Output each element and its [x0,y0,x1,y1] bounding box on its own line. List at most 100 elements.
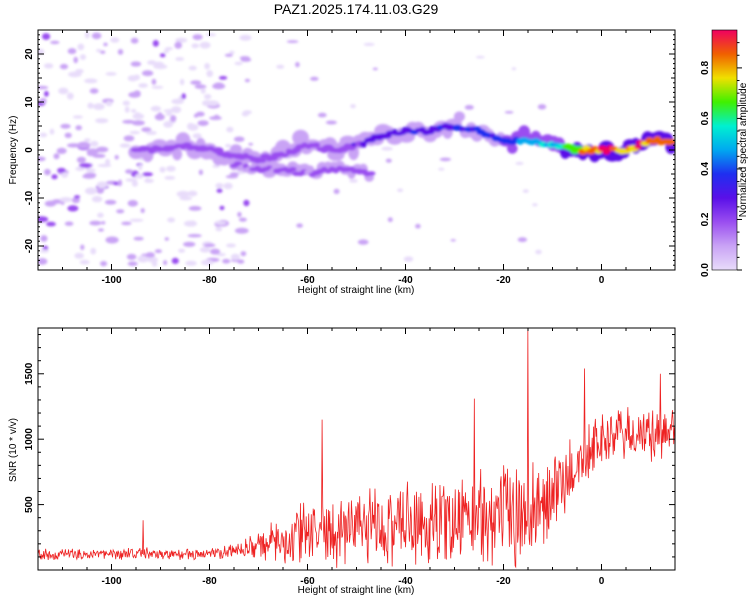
spectrogram-heatmap [38,31,675,267]
noise-cell [179,196,193,201]
noise-cell [91,195,103,203]
noise-cell [104,199,117,205]
noise-cell [183,220,198,227]
ridge-halo [453,111,465,122]
noise-cell [100,50,106,54]
noise-cell [179,78,185,86]
noise-cell [75,69,84,74]
noise-cell [151,78,157,85]
noise-cell [154,113,165,121]
noise-cell [38,48,45,55]
ridge-cell [359,141,367,148]
noise-cell [224,53,233,57]
noise-cell [202,100,212,107]
noise-cell [130,37,139,44]
noise-cell [85,187,98,195]
noise-cell [403,256,414,262]
noise-cell [349,179,358,183]
y-tick-label: 1000 [24,428,35,451]
noise-cell [89,220,102,226]
noise-cell [286,40,299,43]
noise-cell [117,49,124,55]
noise-cell [178,248,186,253]
noise-cell [38,85,49,90]
colorbar-tick-label: 0.4 [700,162,711,176]
noise-cell [122,100,130,106]
noise-cell [60,123,71,129]
noise-cell [206,70,213,78]
noise-cell [188,206,202,211]
y-tick-label: 10 [24,96,35,108]
snr-y-ticks: 500 1000 1500 [24,334,675,571]
noise-cell [133,74,140,81]
noise-cell [171,257,179,264]
colorbar-tick-label: 0.8 [700,61,711,75]
noise-cell [67,205,79,212]
noise-cell [105,158,111,166]
noise-cell [44,90,49,97]
noise-cell [212,164,220,168]
noise-cell [181,93,186,100]
noise-cell [85,31,90,39]
noise-cell [59,63,69,70]
noise-cell [75,166,85,171]
noise-cell [226,243,236,248]
noise-cell [475,55,485,59]
noise-cell [171,106,182,114]
noise-cell [56,147,67,154]
noise-cell [64,132,72,138]
noise-cell [167,217,176,223]
x-tick-label: -100 [101,275,121,286]
ridge-cell [281,153,289,158]
noise-cell [46,221,56,227]
noise-cell [64,221,74,226]
noise-cell [415,223,421,229]
noise-cell [144,178,154,183]
noise-cell [43,63,54,69]
y-tick-label: 20 [24,48,35,60]
noise-cell [198,169,203,176]
noise-cell [170,115,177,122]
noise-cell [240,251,247,257]
noise-cell [357,239,369,245]
noise-cell [74,252,84,259]
noise-cell [126,253,137,260]
noise-cell [140,208,145,214]
noise-cell [522,189,529,193]
noise-cell [86,152,97,157]
colorbar-tick-label: 0.6 [700,111,711,125]
x-tick-label: -40 [398,576,413,587]
noise-cell [117,179,123,187]
ridge-cell [256,158,267,163]
noise-cell [215,183,224,189]
noise-cell [213,114,220,120]
x-tick-label: -80 [202,275,217,286]
noise-cell [137,255,149,263]
noise-cell [504,111,514,114]
noise-cell [325,120,337,125]
noise-cell [191,43,199,49]
colorbar-gradient [711,29,738,271]
noise-cell [234,227,249,234]
noise-cell [142,172,153,177]
noise-cell [67,48,77,55]
x-tick-label: -60 [300,576,315,587]
noise-cell [145,253,156,258]
noise-cell [103,42,108,47]
noise-cell [276,64,285,69]
x-tick-label: 0 [599,576,605,587]
noise-cell [175,37,188,43]
noise-cell [105,100,113,107]
noise-cell [241,111,249,117]
noise-cell [239,34,252,41]
noise-cell [187,123,199,131]
noise-cell [50,40,60,45]
noise-cell [95,118,109,124]
noise-cell [244,78,250,83]
noise-cell [44,168,51,176]
noise-cell [205,33,217,37]
y-tick-label: -10 [24,190,35,205]
noise-cell [141,127,152,132]
